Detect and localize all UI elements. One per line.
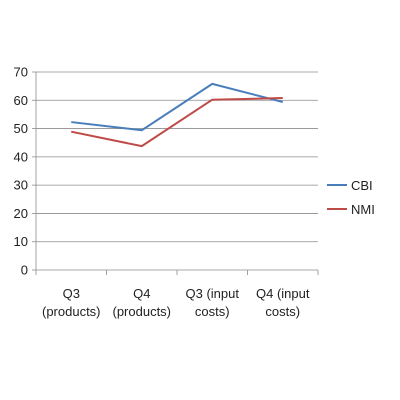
- series-line-nmi: [71, 97, 283, 148]
- series-line-cbi: [71, 82, 283, 132]
- y-tick-label: 20: [14, 206, 28, 221]
- x-tick-label: costs): [195, 304, 230, 319]
- series-lines: [71, 82, 283, 148]
- y-tick-label: 30: [14, 178, 28, 193]
- y-tick-label: 50: [14, 121, 28, 136]
- y-tick-label: 60: [14, 93, 28, 108]
- x-tick-label: costs): [265, 304, 300, 319]
- y-tick-label: 10: [14, 234, 28, 249]
- y-tick-label: 40: [14, 149, 28, 164]
- axes: [32, 71, 319, 275]
- legend-label-nmi: NMI: [351, 202, 375, 217]
- x-tick-label: Q3: [63, 286, 80, 301]
- y-tick-label: 0: [21, 263, 28, 278]
- y-tick-label: 70: [14, 65, 28, 80]
- legend-label-cbi: CBI: [351, 178, 373, 193]
- x-tick-label: Q3 (input: [186, 286, 240, 301]
- y-tick-labels: 0 10 20 30 40 50 60 70: [14, 65, 28, 278]
- gridlines: [36, 71, 318, 243]
- x-tick-label: Q4 (input: [256, 286, 310, 301]
- x-tick-labels: Q3 (products) Q4 (products) Q3 (input costs) Q…: [42, 286, 310, 319]
- x-tick-label: Q4: [133, 286, 150, 301]
- x-tick-label: (products): [112, 304, 171, 319]
- legend: CBI NMI: [327, 178, 375, 217]
- x-tick-label: (products): [42, 304, 101, 319]
